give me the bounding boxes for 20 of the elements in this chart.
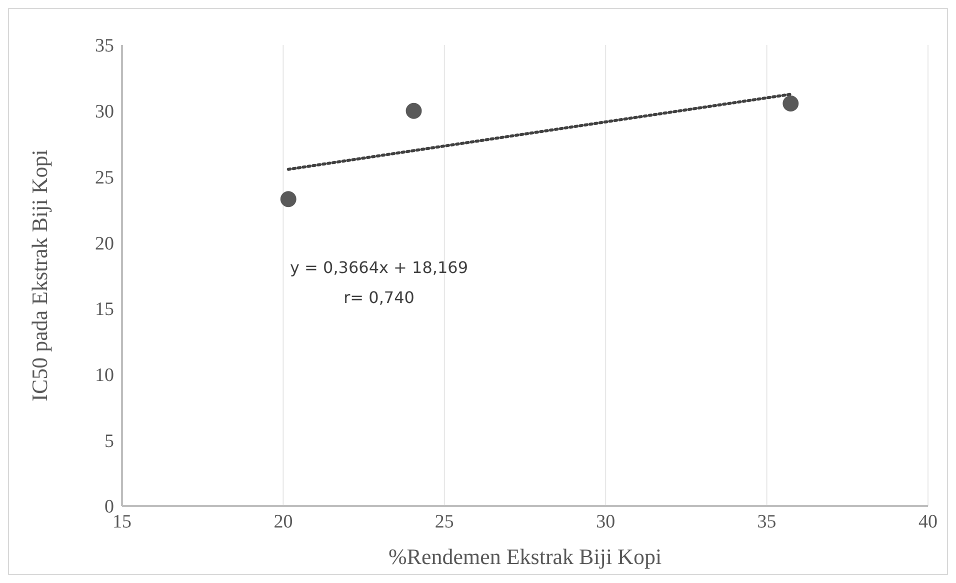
x-axis-title: %Rendemen Ekstrak Biji Kopi — [388, 544, 662, 569]
y-tick-label: 35 — [95, 36, 114, 57]
y-tick-label: 0 — [104, 496, 114, 518]
x-tick-label: 30 — [596, 511, 616, 532]
annotation: y = 0,3664x + 18,169 — [288, 257, 470, 279]
x-tick-label: 20 — [274, 511, 293, 532]
y-tick-label: 20 — [95, 233, 114, 254]
annotation: r= 0,740 — [342, 287, 416, 309]
x-tick-label: 35 — [757, 511, 776, 532]
y-tick-label: 25 — [95, 167, 114, 188]
point — [280, 191, 296, 208]
x-tick-label: 25 — [434, 511, 454, 532]
x-tick-label: 40 — [918, 511, 938, 532]
y-tick-label: 5 — [104, 430, 114, 452]
point — [406, 102, 422, 119]
point — [782, 96, 799, 112]
y-tick-label: 15 — [95, 299, 114, 320]
y-tick-label: 10 — [95, 365, 114, 386]
y-tick-label: 30 — [95, 102, 114, 123]
y-axis-title: IC50 pada Ekstrak Biji Kopi — [26, 150, 52, 402]
